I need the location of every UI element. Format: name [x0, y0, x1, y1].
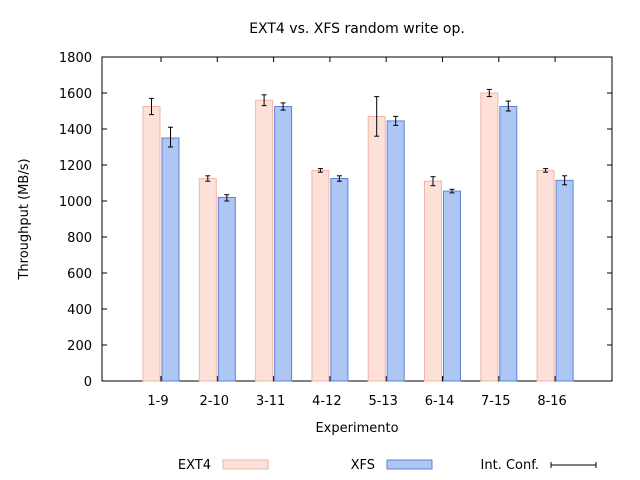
y-tick-label: 1400 — [59, 123, 92, 138]
legend-label-xfs: XFS — [351, 458, 375, 473]
bar-series — [142, 92, 574, 382]
x-tick-label: 7-15 — [481, 394, 511, 409]
y-tick-label: 1200 — [59, 159, 92, 174]
y-tick-label: 0 — [84, 375, 92, 390]
bar-xfs — [443, 190, 461, 382]
y-axis-label: Throughput (MB/s) — [17, 158, 32, 280]
y-axis: 0 200 400 600 800 1000 1200 1400 1600 1800 — [59, 51, 612, 390]
y-tick-label: 1000 — [59, 195, 92, 210]
bar-ext4 — [198, 178, 217, 382]
bar-xfs — [217, 196, 236, 382]
x-tick-label: 8-16 — [537, 394, 567, 409]
bar-xfs — [274, 106, 293, 382]
bar-xfs — [499, 106, 518, 382]
error-bars — [149, 88, 568, 202]
legend-label-confidence-interval: Int. Conf. — [481, 458, 539, 473]
bar-xfs — [555, 179, 574, 382]
bar-xfs — [386, 120, 405, 382]
x-tick-label: 5-13 — [368, 394, 398, 409]
bar-ext4 — [367, 115, 386, 382]
x-tick-label: 2-10 — [200, 394, 230, 409]
bar-ext4 — [424, 180, 442, 382]
y-tick-label: 1800 — [59, 51, 92, 66]
bar-ext4 — [311, 169, 330, 382]
y-tick-label: 600 — [67, 267, 92, 282]
legend: EXT4 XFS Int. Conf. — [178, 458, 597, 473]
y-tick-label: 400 — [67, 303, 92, 318]
bar-ext4 — [142, 106, 161, 382]
legend-label-ext4: EXT4 — [178, 458, 211, 473]
x-tick-label: 6-14 — [425, 394, 455, 409]
x-axis: 1-9 2-10 3-11 4-12 5-13 6-14 7-15 8-16 — [147, 57, 567, 409]
y-tick-label: 800 — [67, 231, 92, 246]
chart-title: EXT4 vs. XFS random write op. — [249, 21, 465, 37]
x-tick-label: 1-9 — [147, 394, 168, 409]
bar-ext4 — [255, 99, 274, 382]
legend-errorbar-sample — [550, 462, 597, 468]
legend-swatch-ext4 — [222, 459, 269, 470]
bar-xfs — [330, 178, 349, 382]
x-tick-label: 4-12 — [312, 394, 342, 409]
x-axis-label: Experimento — [315, 421, 398, 436]
bar-xfs — [161, 137, 180, 382]
bar-ext4 — [536, 169, 555, 382]
plot-area-frame — [101, 56, 613, 382]
legend-swatch-xfs — [386, 459, 433, 470]
x-tick-label: 3-11 — [256, 394, 286, 409]
y-tick-label: 200 — [67, 339, 92, 354]
y-tick-label: 1600 — [59, 87, 92, 102]
bar-ext4 — [480, 92, 499, 382]
